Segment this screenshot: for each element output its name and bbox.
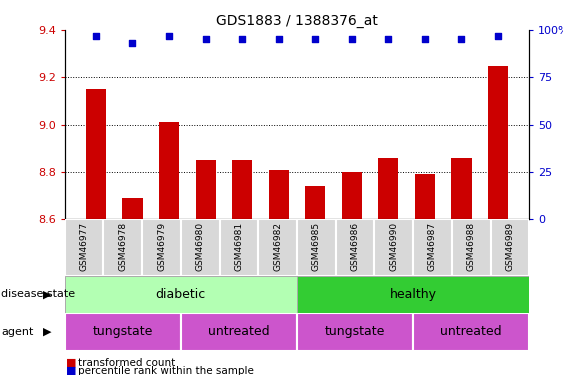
FancyBboxPatch shape <box>374 219 413 276</box>
Point <box>274 36 283 42</box>
Text: tungstate: tungstate <box>93 326 153 338</box>
Text: ▶: ▶ <box>43 327 52 337</box>
Text: GSM46986: GSM46986 <box>351 222 360 272</box>
Bar <box>297 276 529 313</box>
Text: GSM46982: GSM46982 <box>273 222 282 271</box>
Point <box>421 36 430 42</box>
Point <box>128 40 137 46</box>
FancyBboxPatch shape <box>181 219 220 276</box>
Bar <box>269 170 289 219</box>
Bar <box>378 158 399 219</box>
Bar <box>342 172 362 219</box>
Bar <box>452 158 472 219</box>
Bar <box>488 66 508 219</box>
Text: GSM46980: GSM46980 <box>196 222 205 272</box>
Bar <box>181 313 297 351</box>
Text: untreated: untreated <box>440 326 502 338</box>
FancyBboxPatch shape <box>452 219 490 276</box>
Bar <box>65 313 181 351</box>
Text: GSM46988: GSM46988 <box>467 222 476 272</box>
Text: percentile rank within the sample: percentile rank within the sample <box>78 366 253 375</box>
Text: ■: ■ <box>66 358 77 368</box>
Point <box>201 36 210 42</box>
Bar <box>413 313 529 351</box>
Title: GDS1883 / 1388376_at: GDS1883 / 1388376_at <box>216 13 378 28</box>
FancyBboxPatch shape <box>490 219 529 276</box>
Text: GSM46978: GSM46978 <box>118 222 127 272</box>
Text: agent: agent <box>1 327 34 337</box>
Bar <box>159 122 179 219</box>
FancyBboxPatch shape <box>104 219 142 276</box>
Point <box>91 33 100 39</box>
FancyBboxPatch shape <box>258 219 297 276</box>
Bar <box>86 89 106 219</box>
Bar <box>65 276 297 313</box>
Text: diabetic: diabetic <box>156 288 206 301</box>
FancyBboxPatch shape <box>142 219 181 276</box>
FancyBboxPatch shape <box>413 219 452 276</box>
Text: healthy: healthy <box>390 288 436 301</box>
Bar <box>122 198 142 219</box>
Text: GSM46985: GSM46985 <box>312 222 321 272</box>
Point <box>311 36 320 42</box>
FancyBboxPatch shape <box>336 219 374 276</box>
Point <box>494 33 503 39</box>
Text: disease state: disease state <box>1 290 75 299</box>
Text: GSM46977: GSM46977 <box>79 222 88 272</box>
Point <box>457 36 466 42</box>
Text: GSM46979: GSM46979 <box>157 222 166 272</box>
FancyBboxPatch shape <box>220 219 258 276</box>
Text: GSM46987: GSM46987 <box>428 222 437 272</box>
Point <box>164 33 173 39</box>
Point <box>384 36 393 42</box>
Text: ■: ■ <box>66 366 77 375</box>
Text: transformed count: transformed count <box>78 358 175 368</box>
Point <box>238 36 247 42</box>
FancyBboxPatch shape <box>65 219 104 276</box>
Text: GSM46989: GSM46989 <box>506 222 515 272</box>
Point <box>347 36 356 42</box>
Text: GSM46981: GSM46981 <box>234 222 243 272</box>
Bar <box>232 160 252 219</box>
Text: tungstate: tungstate <box>325 326 385 338</box>
Text: ▶: ▶ <box>43 290 52 299</box>
Text: untreated: untreated <box>208 326 270 338</box>
Text: GSM46990: GSM46990 <box>389 222 398 272</box>
Bar <box>415 174 435 219</box>
Bar <box>297 313 413 351</box>
Bar <box>305 186 325 219</box>
Bar <box>195 160 216 219</box>
FancyBboxPatch shape <box>297 219 336 276</box>
